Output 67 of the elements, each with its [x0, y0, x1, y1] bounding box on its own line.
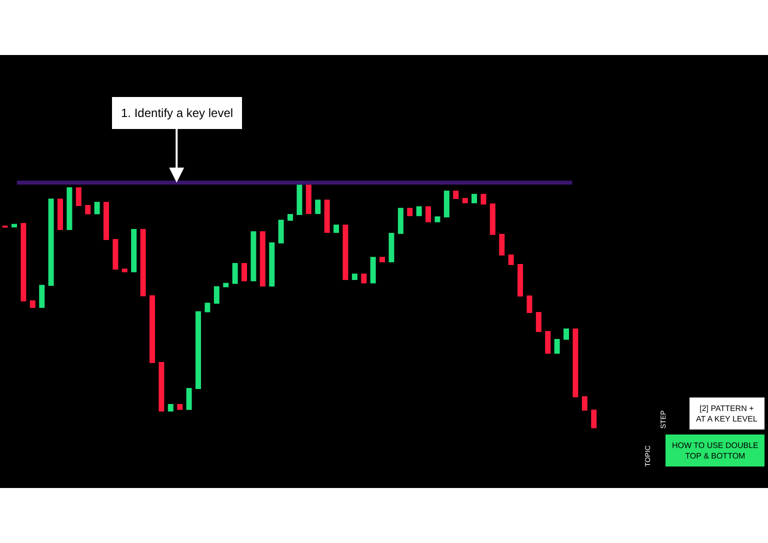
candlestick	[444, 190, 450, 218]
candlestick	[582, 396, 588, 411]
candlestick	[122, 268, 128, 272]
candlestick	[416, 206, 422, 216]
candlestick	[30, 300, 36, 308]
candlestick	[472, 194, 478, 204]
candlestick	[499, 234, 505, 256]
candlestick	[545, 330, 551, 354]
candlestick	[426, 206, 432, 222]
candlestick	[214, 286, 220, 304]
candlestick	[536, 312, 542, 332]
candlestick	[324, 200, 330, 233]
candlestick	[66, 187, 72, 230]
candlestick	[94, 202, 100, 214]
candlestick	[315, 200, 321, 214]
candlestick	[554, 338, 560, 354]
candlestick	[334, 224, 340, 233]
candlestick	[186, 388, 192, 410]
candlestick	[288, 214, 294, 221]
candlestick	[204, 302, 210, 312]
candlestick	[232, 262, 238, 284]
candlestick	[104, 202, 110, 240]
candlestick	[370, 256, 376, 284]
candlestick	[564, 328, 570, 340]
candlestick	[150, 295, 156, 364]
candlestick	[306, 184, 312, 214]
candlestick	[85, 204, 91, 214]
candlestick	[168, 404, 174, 412]
candlestick	[398, 208, 404, 234]
candlestick	[434, 216, 440, 222]
candlestick	[131, 229, 137, 272]
candlestick	[12, 224, 18, 228]
candlestick	[380, 256, 386, 262]
candlestick	[112, 238, 118, 270]
candlestick	[572, 328, 578, 398]
candlestick	[453, 190, 459, 199]
candlestick	[518, 264, 524, 297]
candlestick	[591, 410, 597, 428]
candlestick	[39, 284, 45, 308]
candlestick	[462, 198, 468, 204]
candlestick	[352, 274, 358, 280]
candlestick	[177, 404, 183, 410]
candlestick	[480, 194, 486, 205]
candlestick	[490, 204, 496, 235]
candlestick	[58, 198, 64, 230]
candlestick	[196, 311, 202, 389]
candlestick	[361, 274, 367, 284]
candlestick	[48, 198, 54, 286]
candlestick	[20, 222, 26, 302]
candlestick	[296, 184, 302, 215]
candlestick	[278, 220, 284, 244]
candlestick	[526, 296, 532, 314]
text: HOW TO USE DOUBLE TOP & BOTTOM	[672, 441, 758, 460]
candlestick	[508, 254, 514, 265]
candlestick	[76, 187, 82, 206]
candlestick	[388, 232, 394, 262]
candlestick	[158, 362, 164, 412]
candlestick	[140, 229, 146, 296]
candlestick	[342, 224, 348, 280]
candlestick	[223, 282, 229, 288]
candlestick	[250, 231, 256, 282]
candlestick	[242, 262, 248, 282]
candlestick	[407, 208, 413, 216]
text: [2] PATTERN + AT A KEY LEVEL	[696, 404, 758, 424]
candlestick	[260, 231, 266, 287]
candlestick	[269, 242, 275, 287]
ref-line-label: 1. Identify a key level	[121, 106, 234, 120]
